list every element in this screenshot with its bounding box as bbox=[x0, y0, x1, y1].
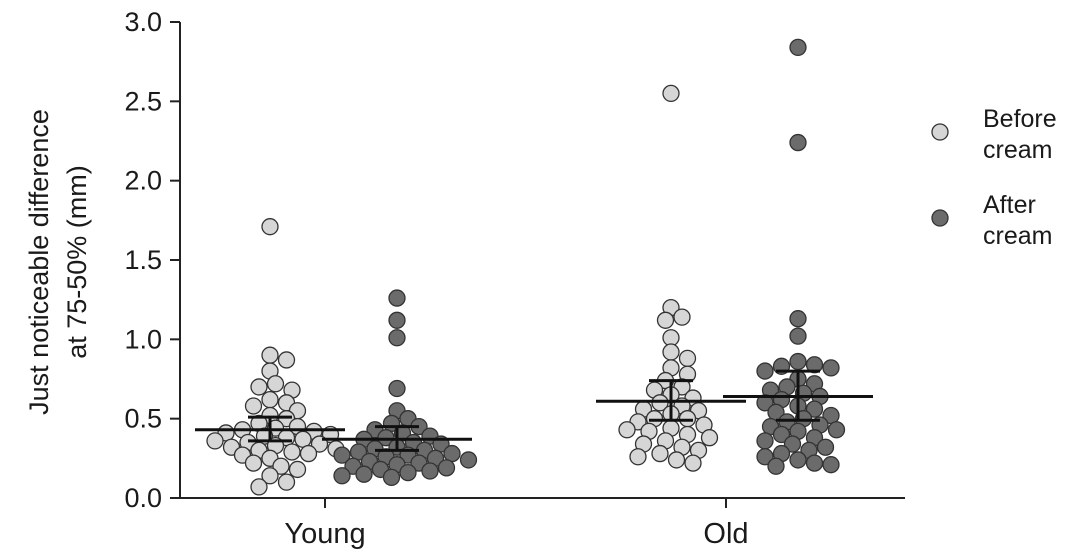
y-ticks: 0.0 0.5 1.0 1.5 2.0 2.5 3.0 bbox=[124, 7, 180, 513]
x-category-labels: Young Old bbox=[284, 498, 749, 550]
data-point-before-cream-old bbox=[667, 451, 686, 469]
data-point-after-cream-old bbox=[789, 38, 807, 57]
data-point-after-cream-old bbox=[805, 356, 824, 374]
data-point-after-cream-young bbox=[388, 379, 406, 398]
data-point-after-cream-old bbox=[767, 457, 785, 475]
y-tick-label: 2.5 bbox=[124, 86, 162, 116]
data-point-after-cream-old bbox=[756, 448, 774, 466]
data-point-after-cream-young bbox=[355, 465, 373, 483]
data-point-after-cream-young bbox=[443, 444, 461, 463]
data-point-after-cream-old bbox=[772, 425, 791, 444]
data-point-before-cream-young bbox=[277, 351, 296, 369]
y-axis-title-line-2: at 75-50% (mm) bbox=[62, 165, 92, 359]
legend-marker-after-cream bbox=[931, 209, 949, 227]
data-point-after-cream-old bbox=[789, 310, 807, 328]
data-point-before-cream-young bbox=[261, 467, 279, 485]
data-point-after-cream-old bbox=[789, 327, 807, 345]
data-point-before-cream-old bbox=[678, 349, 697, 368]
data-point-after-cream-old bbox=[756, 394, 774, 412]
x-category-label: Old bbox=[703, 518, 748, 550]
data-point-after-cream-young bbox=[388, 289, 406, 307]
data-point-before-cream-old bbox=[656, 311, 675, 329]
data-point-before-cream-young bbox=[266, 375, 285, 393]
data-point-before-cream-old bbox=[684, 454, 702, 472]
data-point-after-cream-old bbox=[789, 451, 807, 469]
data-point-after-cream-old bbox=[822, 359, 840, 377]
data-point-after-cream-young bbox=[421, 462, 439, 480]
data-point-before-cream-young bbox=[206, 432, 224, 450]
data-point-before-cream-young bbox=[272, 457, 290, 475]
data-point-before-cream-old bbox=[629, 448, 647, 466]
data-point-after-cream-young bbox=[333, 467, 351, 485]
data-point-before-cream-young bbox=[244, 454, 263, 472]
data-point-before-cream-young bbox=[261, 346, 279, 364]
data-point-after-cream-old bbox=[756, 362, 774, 380]
data-point-before-cream-old bbox=[673, 308, 691, 326]
legend-marker-before-cream bbox=[931, 123, 949, 141]
data-point-before-cream-young bbox=[283, 443, 301, 461]
mean-ci-bars bbox=[195, 369, 873, 452]
data-point-before-cream-young bbox=[261, 390, 279, 409]
data-point-before-cream-young bbox=[277, 473, 296, 491]
data-point-before-cream-old bbox=[678, 410, 697, 428]
data-point-before-cream-old bbox=[651, 394, 669, 412]
data-point-before-cream-old bbox=[618, 421, 636, 439]
data-points bbox=[206, 38, 846, 496]
data-point-before-cream-old bbox=[662, 84, 680, 103]
data-point-before-cream-young bbox=[244, 397, 263, 415]
data-point-before-cream-young bbox=[250, 478, 268, 496]
data-point-after-cream-old bbox=[822, 456, 840, 474]
data-point-after-cream-young bbox=[382, 468, 401, 487]
legend: Before cream After cream bbox=[931, 105, 1057, 250]
y-tick-label: 1.5 bbox=[124, 245, 162, 275]
data-point-after-cream-young bbox=[388, 311, 406, 329]
y-tick-label: 0.5 bbox=[124, 404, 162, 434]
data-point-after-cream-old bbox=[783, 435, 802, 453]
data-point-after-cream-old bbox=[805, 454, 824, 472]
data-point-after-cream-young bbox=[459, 451, 478, 469]
data-point-after-cream-young bbox=[377, 429, 395, 447]
data-point-before-cream-old bbox=[662, 343, 680, 361]
data-point-after-cream-old bbox=[789, 352, 807, 371]
legend-label-before-cream: Before cream bbox=[983, 105, 1057, 164]
y-tick-label: 1.0 bbox=[124, 324, 162, 354]
y-axis-title-line-1: Just noticeable difference bbox=[24, 109, 54, 415]
data-point-after-cream-young bbox=[437, 459, 456, 477]
data-point-before-cream-young bbox=[261, 218, 279, 236]
legend-label-after-cream: After cream bbox=[983, 191, 1052, 250]
data-point-before-cream-young bbox=[294, 430, 312, 448]
data-point-before-cream-young bbox=[250, 378, 268, 396]
y-tick-label: 0.0 bbox=[124, 483, 162, 513]
data-point-after-cream-young bbox=[333, 446, 351, 464]
data-point-after-cream-old bbox=[789, 133, 807, 152]
x-category-label: Young bbox=[284, 518, 365, 550]
data-point-after-cream-old bbox=[827, 421, 846, 439]
data-point-after-cream-old bbox=[805, 400, 824, 418]
data-point-before-cream-young bbox=[299, 444, 318, 463]
y-tick-label: 2.0 bbox=[124, 166, 162, 196]
data-point-after-cream-young bbox=[399, 463, 417, 482]
y-tick-label: 3.0 bbox=[124, 7, 162, 37]
data-point-after-cream-young bbox=[388, 329, 406, 347]
data-point-before-cream-old bbox=[700, 429, 719, 447]
data-point-before-cream-old bbox=[651, 444, 669, 463]
data-point-before-cream-young bbox=[288, 460, 307, 479]
data-point-before-cream-old bbox=[662, 329, 680, 347]
data-point-after-cream-old bbox=[816, 438, 835, 456]
data-point-after-cream-old bbox=[756, 432, 774, 450]
